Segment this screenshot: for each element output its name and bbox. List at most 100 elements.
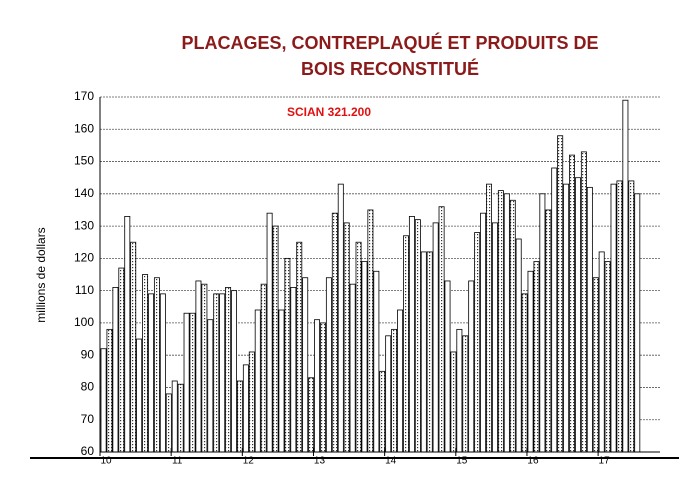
bar <box>260 283 267 453</box>
bar <box>551 167 558 453</box>
bar <box>278 309 285 453</box>
bar <box>575 177 581 453</box>
chart-title: PLACAGES, CONTREPLAQUÉ ET PRODUITS DE <box>181 32 598 53</box>
bar <box>225 287 232 453</box>
bar <box>521 293 528 453</box>
bar <box>219 293 226 453</box>
bar <box>604 261 611 453</box>
bar <box>480 212 487 453</box>
x-tick-label: 10 <box>100 456 112 467</box>
y-tick-label: 80 <box>81 380 95 394</box>
bar <box>545 209 552 453</box>
bar <box>634 193 641 453</box>
bar <box>557 135 564 453</box>
bar <box>622 99 629 453</box>
bar <box>112 287 119 453</box>
bar <box>580 151 587 453</box>
bar <box>177 383 184 453</box>
bar <box>569 154 575 453</box>
bar <box>414 219 421 453</box>
bar <box>343 222 350 453</box>
bar <box>213 293 220 453</box>
bar <box>337 183 344 453</box>
y-tick-label: 60 <box>81 444 95 458</box>
x-tick-label: 17 <box>599 456 611 467</box>
y-tick-label: 100 <box>74 315 94 329</box>
bar <box>408 216 415 453</box>
bar <box>106 328 113 453</box>
bar <box>302 277 309 453</box>
bar <box>503 193 510 453</box>
bar <box>450 351 457 453</box>
bar <box>462 335 469 453</box>
bar <box>468 280 475 453</box>
bar <box>385 335 392 453</box>
bar <box>379 370 386 453</box>
chart-title: BOIS RECONSTITUÉ <box>301 58 479 79</box>
bar <box>586 186 593 453</box>
bar <box>236 380 243 453</box>
bar <box>142 274 149 453</box>
y-tick-label: 120 <box>74 251 94 265</box>
bar <box>242 364 249 453</box>
bar <box>136 338 143 453</box>
y-tick-label: 160 <box>74 121 94 135</box>
bar <box>248 351 255 453</box>
bar <box>231 290 237 453</box>
bar <box>207 319 214 453</box>
y-axis-label: millions de dollars <box>34 227 48 322</box>
bar <box>527 270 534 453</box>
bar <box>314 319 321 453</box>
y-tick-label: 130 <box>74 218 94 232</box>
y-tick-label: 110 <box>75 283 94 297</box>
bar <box>130 241 137 453</box>
bar <box>349 283 356 453</box>
bar <box>616 180 623 453</box>
bar <box>308 377 315 453</box>
bar <box>272 225 279 453</box>
y-tick-label: 70 <box>81 412 95 426</box>
bar <box>592 277 599 453</box>
bar <box>598 251 605 453</box>
bar <box>153 277 160 453</box>
bar <box>403 235 409 453</box>
bar <box>165 393 172 453</box>
bar <box>325 277 332 453</box>
bar <box>491 222 498 453</box>
bar <box>509 199 516 453</box>
bar <box>284 257 291 453</box>
bar <box>201 283 208 453</box>
bar <box>486 183 492 453</box>
bar <box>124 216 131 453</box>
bar <box>563 183 570 453</box>
bar <box>420 251 427 453</box>
bar <box>118 267 125 453</box>
bar <box>444 280 451 453</box>
bar <box>438 206 445 453</box>
x-tick-label: 15 <box>456 456 468 467</box>
x-tick-label: 11 <box>172 456 183 467</box>
bar <box>148 293 154 453</box>
y-tick-label: 150 <box>74 154 94 168</box>
bar <box>397 309 404 453</box>
bar <box>331 212 338 453</box>
bar <box>361 261 368 453</box>
annotation: SCIAN 321.200 <box>287 105 371 119</box>
x-tick-label: 16 <box>527 456 539 467</box>
bar <box>290 287 297 453</box>
x-tick-label: 14 <box>385 456 397 467</box>
x-tick-label: 12 <box>243 456 255 467</box>
bar <box>533 261 540 453</box>
bar <box>628 180 635 453</box>
bar <box>391 328 398 453</box>
bar <box>296 241 303 453</box>
bar <box>373 270 380 453</box>
bar <box>474 232 481 453</box>
bar <box>515 238 522 453</box>
bar <box>610 183 617 453</box>
bar <box>497 190 504 453</box>
bar <box>195 280 202 453</box>
bar <box>266 212 273 453</box>
bar <box>171 380 178 453</box>
